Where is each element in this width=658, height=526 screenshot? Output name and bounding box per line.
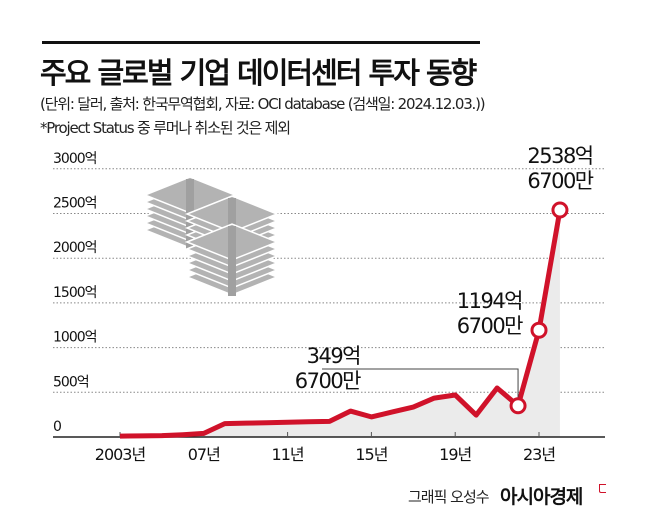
y-tick-label: 2000억 xyxy=(53,240,97,256)
graphic-credit: 그래픽 오성수 xyxy=(408,488,490,506)
chart-note: *Project Status 중 루머나 취소된 것은 제외 xyxy=(40,119,291,137)
highlight-point xyxy=(509,397,527,415)
chart-title: 주요 글로벌 기업 데이터센터 투자 동향 xyxy=(40,56,477,90)
top-rule xyxy=(42,41,480,44)
annotation-value: 6700만 xyxy=(295,369,361,393)
x-tick-label: 15년 xyxy=(355,445,387,464)
series-line xyxy=(119,209,563,439)
x-tick-label: 19년 xyxy=(439,445,471,464)
x-tick-label: 07년 xyxy=(188,445,220,464)
x-tick-label: 11년 xyxy=(272,445,304,464)
area-fill xyxy=(120,210,560,437)
y-tick-label: 500억 xyxy=(53,374,89,390)
y-tick-label: 1000억 xyxy=(53,330,97,346)
annotation-value: 1194억 xyxy=(457,289,522,313)
annotation-leader xyxy=(322,368,519,398)
highlight-point xyxy=(530,321,548,339)
money-stack-icon xyxy=(142,176,280,296)
y-tick-label: 0 xyxy=(53,419,61,435)
y-tick-label: 2500억 xyxy=(53,196,97,212)
y-tick-label: 3000억 xyxy=(53,151,97,167)
brand-mark-icon xyxy=(599,484,606,493)
chart-subtitle: (단위: 달러, 출처: 한국무역협회, 자료: OCI database (검… xyxy=(40,95,486,113)
annotation-value: 349억 xyxy=(307,344,360,368)
brand-logo: 아시아경제 xyxy=(500,486,583,508)
annotation-value: 2538억 xyxy=(527,144,592,168)
highlight-point xyxy=(551,201,569,219)
annotation-value: 6700만 xyxy=(457,314,523,338)
x-tick-label: 23년 xyxy=(523,445,555,464)
annotation-value: 6700만 xyxy=(527,169,593,193)
x-tick-label: 2003년 xyxy=(95,445,146,464)
y-tick-label: 1500억 xyxy=(53,285,97,301)
